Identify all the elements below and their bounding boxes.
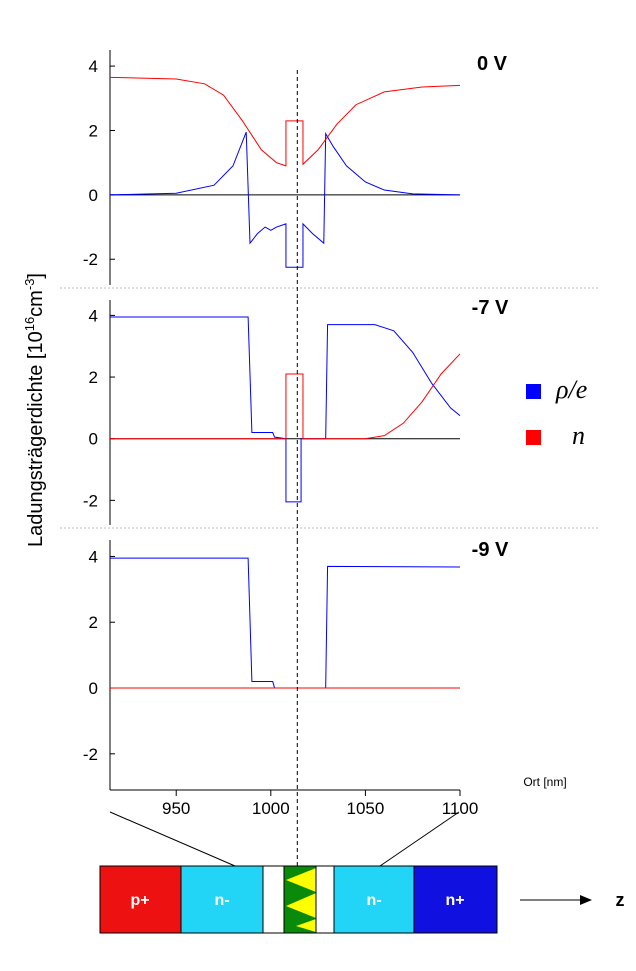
x-tick-label: 1050 xyxy=(346,799,384,818)
block xyxy=(180,865,264,934)
y-tick-label: 0 xyxy=(89,186,98,205)
triangle xyxy=(286,868,316,892)
triangle xyxy=(296,919,316,932)
axis-name: z xyxy=(616,890,625,910)
y-tick-label: -2 xyxy=(83,491,98,510)
y-label-exp: 16 xyxy=(22,317,37,331)
y-tick-label: 0 xyxy=(89,430,98,449)
y-label-part: ] xyxy=(25,273,47,279)
y-tick-label: 0 xyxy=(89,679,98,698)
y-axis-label: Ladungsträgerdichte [1016cm-3] xyxy=(22,273,47,547)
y-tick-label: 4 xyxy=(89,57,98,76)
block-label: p+ xyxy=(130,892,149,909)
y-tick-label: 4 xyxy=(89,547,98,566)
y-tick-label: 4 xyxy=(89,306,98,325)
block-label: n+ xyxy=(445,892,464,909)
triangle xyxy=(286,893,316,918)
data-line xyxy=(109,131,461,268)
data-line xyxy=(110,353,461,440)
block-label: i xyxy=(323,892,327,909)
y-label-exp: -3 xyxy=(22,279,37,291)
legend-swatch xyxy=(526,430,541,445)
y-tick-label: 2 xyxy=(89,121,98,140)
y-tick-label: 2 xyxy=(89,613,98,632)
arrow-head xyxy=(580,895,592,905)
legend-label: n xyxy=(572,421,585,450)
block xyxy=(333,865,415,934)
data-line xyxy=(109,76,461,167)
x-axis-label: Ort [nm] xyxy=(523,775,566,789)
block xyxy=(99,865,182,934)
data-line xyxy=(110,557,461,689)
connector xyxy=(109,811,236,867)
y-label-part: cm xyxy=(25,290,47,317)
legend-swatch xyxy=(526,384,541,399)
x-tick-label: 1100 xyxy=(442,799,479,818)
block-label: i xyxy=(271,892,275,909)
connector xyxy=(379,811,460,867)
panel-title: 0 V xyxy=(477,53,508,75)
x-tick-label: 1000 xyxy=(252,799,290,818)
data-line xyxy=(110,316,461,503)
block-label: n- xyxy=(214,892,229,909)
panel-title: -7 V xyxy=(472,297,509,319)
panel-title: -9 V xyxy=(472,539,509,561)
y-tick-label: -2 xyxy=(83,745,98,764)
block-label: n- xyxy=(366,892,381,909)
legend-label: ρ/e xyxy=(555,375,587,404)
block xyxy=(413,865,498,934)
x-tick-label: 950 xyxy=(162,799,190,818)
y-tick-label: 2 xyxy=(89,368,98,387)
y-tick-label: -2 xyxy=(83,250,98,269)
device-diagram: p+ n- i i n- n+ z xyxy=(99,865,625,934)
y-label-part: Ladungsträgerdichte [10 xyxy=(25,331,47,547)
